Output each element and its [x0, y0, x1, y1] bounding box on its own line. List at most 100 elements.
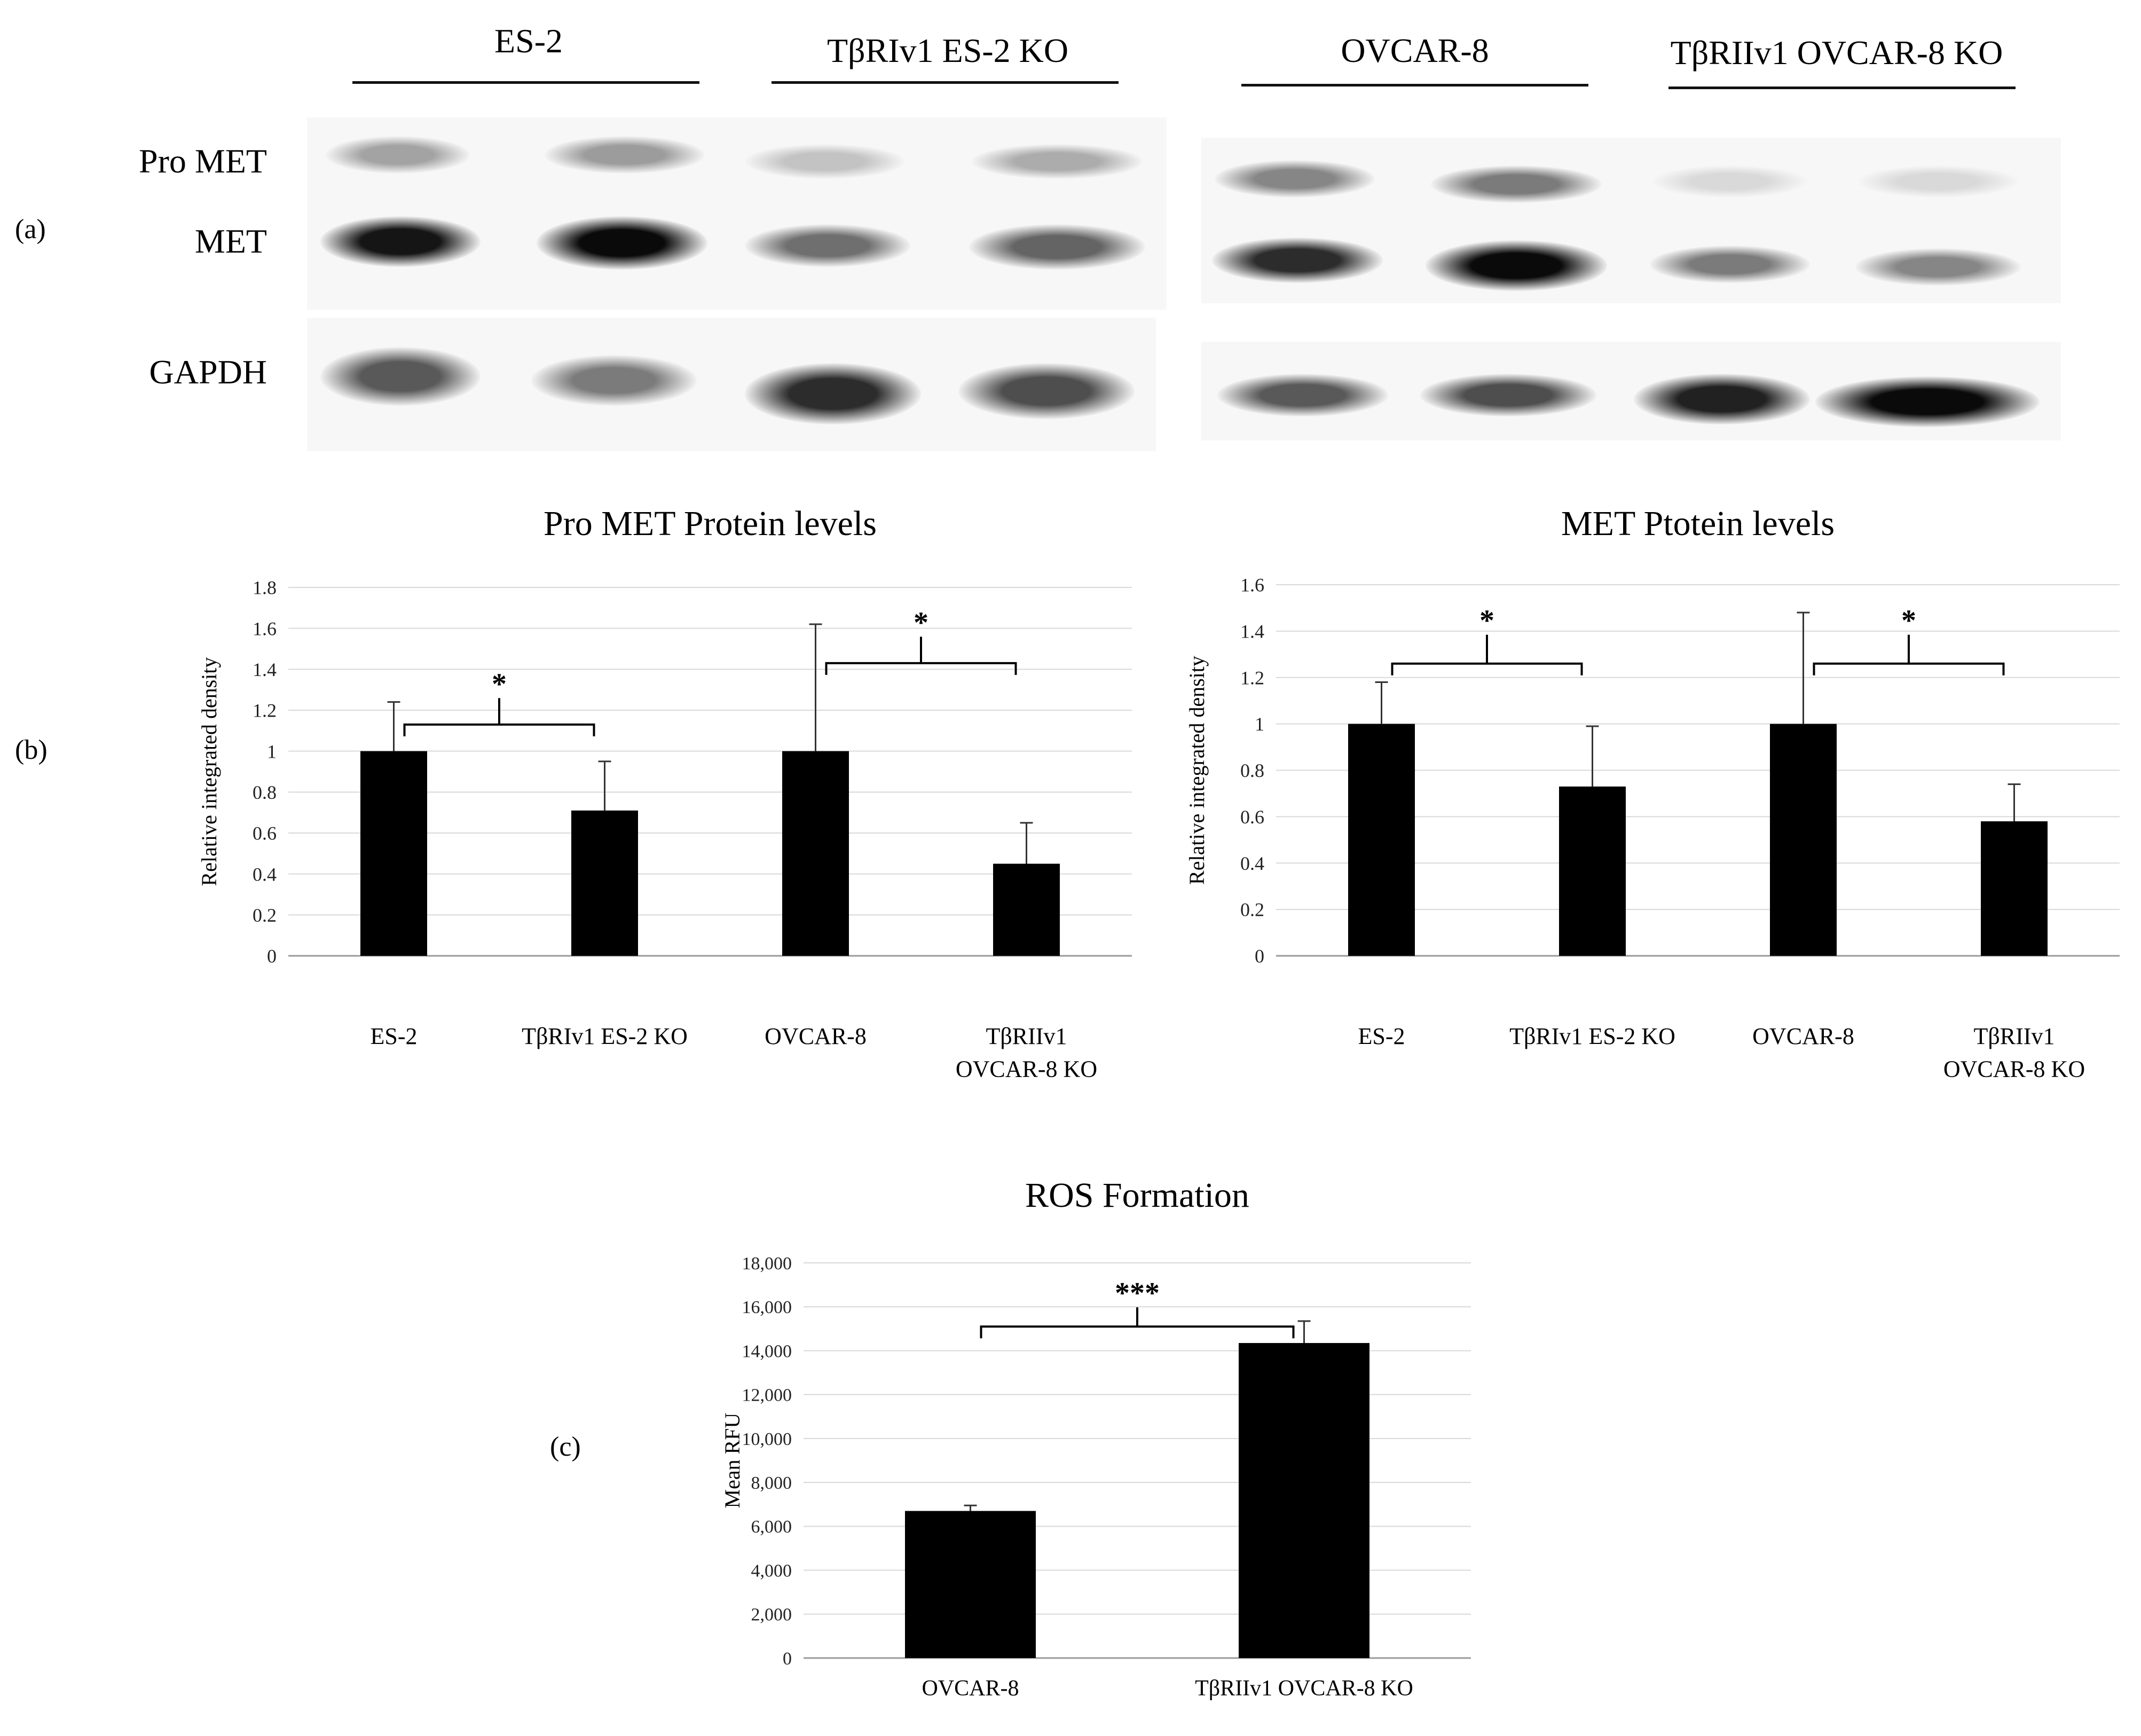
- y-tick-label: 0.4: [253, 863, 277, 885]
- lane-group-label-ovcar8: OVCAR-8: [1341, 32, 1489, 69]
- y-tick-label: 0.4: [1240, 853, 1264, 874]
- significance-bracket: [1391, 662, 1583, 675]
- y-tick-label: 10,000: [742, 1429, 792, 1449]
- y-tick-label: 0.8: [1240, 760, 1264, 781]
- y-axis-label: Relative integrated density: [197, 657, 221, 886]
- y-tick-label: 12,000: [742, 1386, 792, 1405]
- band-met: [745, 224, 910, 267]
- y-tick-label: 0.6: [1240, 806, 1264, 828]
- band-met: [1650, 246, 1810, 283]
- bar: [1348, 724, 1415, 956]
- pro-met-chart: Pro MET Protein levels 0 0.2 0.4 0.6 0.8 1 1.2 1…: [197, 504, 1132, 1082]
- band-pro-met: [1431, 166, 1602, 203]
- band-gapdh: [1217, 374, 1388, 417]
- blot-row-label-gapdh: GAPDH: [149, 353, 267, 391]
- y-tick-label: 0: [783, 1649, 792, 1669]
- y-tick-label: 16,000: [742, 1298, 792, 1317]
- chart-title: MET Ptotein levels: [1561, 504, 1835, 543]
- chart-title: Pro MET Protein levels: [544, 504, 877, 543]
- lane-group-label-tbriv1-es2-ko: TβRIv1 ES-2 KO: [827, 32, 1069, 69]
- x-tick-label: TβRIv1 ES-2 KO: [522, 1023, 688, 1049]
- significance-marker: *: [914, 606, 928, 639]
- band-pro-met: [1215, 160, 1375, 198]
- blot-row-label-met: MET: [194, 222, 267, 260]
- significance-marker: *: [1479, 604, 1494, 638]
- lane-group-line-es2: [352, 81, 699, 84]
- x-tick-label: OVCAR-8 KO: [1943, 1056, 2085, 1082]
- x-tick-label: TβRIIv1 OVCAR-8 KO: [1195, 1676, 1413, 1701]
- band-gapdh: [1420, 374, 1596, 417]
- y-tick-label: 18,000: [742, 1254, 792, 1274]
- band-pro-met: [972, 144, 1143, 179]
- x-tick-label: OVCAR-8 KO: [956, 1056, 1097, 1082]
- significance-marker: *: [492, 667, 507, 701]
- band-pro-met: [1652, 166, 1807, 198]
- significance-bracket: [403, 723, 595, 736]
- x-tick-label: OVCAR-8: [1752, 1023, 1854, 1049]
- panel-label-b: (b): [15, 735, 48, 765]
- lane-group-line-ovcar8: [1241, 84, 1588, 87]
- y-tick-label: 4,000: [751, 1561, 792, 1581]
- band-met: [1212, 238, 1383, 283]
- lane-group-label-es2: ES-2: [494, 22, 563, 60]
- x-tick-label: OVCAR-8: [922, 1676, 1019, 1701]
- band-met: [969, 224, 1145, 270]
- band-gapdh: [745, 363, 921, 425]
- bar: [360, 751, 427, 956]
- bar: [1239, 1343, 1369, 1658]
- y-tick-label: 1.4: [1240, 620, 1264, 642]
- bar: [571, 810, 638, 956]
- band-pro-met: [1858, 166, 2018, 198]
- y-tick-label: 8,000: [751, 1473, 792, 1493]
- band-met: [320, 216, 481, 267]
- x-tick-label: ES-2: [1358, 1023, 1405, 1049]
- band-met: [1855, 248, 2021, 286]
- band-pro-met: [545, 136, 705, 174]
- y-tick-label: 1.2: [1240, 667, 1264, 688]
- x-tick-label: TβRIv1 ES-2 KO: [1509, 1023, 1675, 1049]
- y-tick-label: 0.8: [253, 782, 277, 803]
- band-pro-met: [326, 136, 470, 174]
- y-tick-label: 0: [1255, 946, 1264, 967]
- y-tick-label: 14,000: [742, 1341, 792, 1361]
- y-tick-label: 1.6: [1240, 575, 1264, 596]
- bar: [993, 863, 1060, 956]
- blot-row-label-pro-met: Pro MET: [139, 142, 267, 180]
- y-tick-label: 6,000: [751, 1517, 792, 1537]
- bar: [905, 1511, 1036, 1658]
- significance-marker: ***: [1115, 1277, 1160, 1310]
- y-tick-label: 0.6: [253, 823, 277, 844]
- band-met: [1426, 240, 1607, 291]
- significance-bracket: [1813, 662, 2005, 675]
- panel-label-c: (c): [550, 1432, 581, 1462]
- y-tick-label: 0.2: [1240, 899, 1264, 921]
- band-gapdh: [531, 355, 697, 406]
- bar: [1770, 724, 1837, 956]
- band-gapdh: [1634, 374, 1810, 425]
- band-met: [537, 216, 707, 270]
- chart-title: ROS Formation: [1025, 1176, 1249, 1215]
- y-axis-label: Relative integrated density: [1185, 656, 1209, 885]
- y-tick-label: 0.2: [253, 905, 277, 926]
- bar: [782, 751, 849, 956]
- lane-group-label-tbriiv1-ovcar8-ko: TβRIIv1 OVCAR-8 KO: [1670, 34, 2003, 72]
- x-tick-label: ES-2: [371, 1023, 418, 1049]
- y-tick-label: 1.4: [253, 659, 277, 680]
- y-tick-label: 1: [267, 741, 277, 762]
- y-tick-label: 0: [267, 946, 277, 967]
- ros-formation-chart: ROS Formation 0 2,000 4,000 6,000 8,000 10,000…: [720, 1176, 1471, 1701]
- significance-marker: *: [1901, 604, 1916, 638]
- band-gapdh: [320, 347, 481, 406]
- y-tick-label: 1.2: [253, 700, 277, 721]
- band-pro-met: [745, 144, 905, 179]
- bar: [1981, 821, 2048, 956]
- y-tick-label: 2,000: [751, 1605, 792, 1625]
- x-tick-label: TβRIIv1: [986, 1023, 1067, 1049]
- y-axis-label: Mean RFU: [720, 1412, 744, 1508]
- x-tick-label: TβRIIv1: [1974, 1023, 2055, 1049]
- x-tick-label: OVCAR-8: [765, 1023, 867, 1049]
- y-tick-label: 1.6: [253, 618, 277, 639]
- band-gapdh: [958, 363, 1135, 419]
- lane-group-line-tbriv1-es2-ko: [772, 81, 1119, 84]
